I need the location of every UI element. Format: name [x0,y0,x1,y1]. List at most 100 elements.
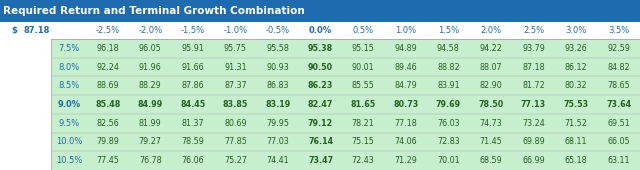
Text: 80.32: 80.32 [565,81,588,90]
FancyBboxPatch shape [51,76,640,95]
Text: 85.48: 85.48 [95,100,120,109]
Text: 90.01: 90.01 [352,63,374,72]
FancyBboxPatch shape [51,58,640,76]
FancyBboxPatch shape [51,133,640,151]
Text: Required Return and Terminal Growth Combination: Required Return and Terminal Growth Comb… [3,6,305,16]
Text: 3.5%: 3.5% [608,26,629,35]
Text: 1.0%: 1.0% [396,26,417,35]
Text: 77.45: 77.45 [96,156,119,165]
Text: 91.31: 91.31 [224,63,247,72]
Text: 8.5%: 8.5% [58,81,79,90]
Text: 69.89: 69.89 [522,138,545,146]
Text: 94.58: 94.58 [437,44,460,53]
Text: 81.65: 81.65 [351,100,376,109]
Text: -0.5%: -0.5% [266,26,290,35]
Text: 92.24: 92.24 [96,63,119,72]
FancyBboxPatch shape [51,114,640,133]
Text: 82.56: 82.56 [96,119,119,128]
Text: 2.5%: 2.5% [523,26,544,35]
Text: 73.64: 73.64 [606,100,631,109]
Text: -2.5%: -2.5% [95,26,120,35]
Text: 95.15: 95.15 [352,44,374,53]
Text: 95.75: 95.75 [224,44,247,53]
Text: 72.43: 72.43 [352,156,374,165]
Text: 96.05: 96.05 [139,44,162,53]
Text: 0.0%: 0.0% [309,26,332,35]
Text: 91.66: 91.66 [182,63,204,72]
Text: 2.0%: 2.0% [481,26,502,35]
Text: 93.26: 93.26 [564,44,588,53]
Text: 88.69: 88.69 [97,81,119,90]
Text: 9.5%: 9.5% [58,119,79,128]
Text: 75.15: 75.15 [352,138,374,146]
Text: 88.07: 88.07 [479,63,502,72]
Text: 84.79: 84.79 [394,81,417,90]
Text: 75.27: 75.27 [224,156,247,165]
Text: 76.78: 76.78 [139,156,162,165]
Text: 77.13: 77.13 [521,100,546,109]
Text: 71.45: 71.45 [479,138,502,146]
Text: 77.85: 77.85 [224,138,247,146]
Text: 79.27: 79.27 [139,138,162,146]
Text: 78.65: 78.65 [607,81,630,90]
Text: 0.5%: 0.5% [353,26,374,35]
FancyBboxPatch shape [51,39,640,58]
FancyBboxPatch shape [51,95,640,114]
Text: 68.59: 68.59 [479,156,502,165]
Text: 95.58: 95.58 [267,44,289,53]
Text: 84.82: 84.82 [607,63,630,72]
Text: 80.69: 80.69 [224,119,247,128]
Text: 63.11: 63.11 [607,156,630,165]
Text: 9.0%: 9.0% [57,100,81,109]
Text: 8.0%: 8.0% [58,63,79,72]
Text: 87.37: 87.37 [224,81,247,90]
Text: 94.22: 94.22 [479,44,502,53]
Text: $: $ [12,26,17,35]
FancyBboxPatch shape [0,0,640,22]
Text: 88.82: 88.82 [437,63,460,72]
Text: 78.59: 78.59 [181,138,204,146]
Text: 85.55: 85.55 [352,81,374,90]
Text: 95.38: 95.38 [308,44,333,53]
Text: 70.01: 70.01 [437,156,460,165]
Text: 86.23: 86.23 [308,81,333,90]
Text: 96.18: 96.18 [97,44,119,53]
Text: 71.29: 71.29 [394,156,417,165]
Text: 74.06: 74.06 [394,138,417,146]
Text: 76.06: 76.06 [182,156,204,165]
Text: 82.47: 82.47 [308,100,333,109]
Text: 87.18: 87.18 [522,63,545,72]
Text: 86.12: 86.12 [565,63,588,72]
FancyBboxPatch shape [51,151,640,170]
Text: 7.5%: 7.5% [58,44,79,53]
Text: 10.5%: 10.5% [56,156,82,165]
Text: 75.53: 75.53 [564,100,589,109]
Text: 94.89: 94.89 [394,44,417,53]
Text: 79.89: 79.89 [96,138,119,146]
Text: 71.52: 71.52 [564,119,588,128]
Text: 83.19: 83.19 [266,100,291,109]
Text: 95.91: 95.91 [181,44,204,53]
Text: 91.96: 91.96 [139,63,162,72]
Text: 90.50: 90.50 [308,63,333,72]
Text: 81.72: 81.72 [522,81,545,90]
Text: 77.03: 77.03 [267,138,289,146]
Text: 84.99: 84.99 [138,100,163,109]
Text: 1.5%: 1.5% [438,26,459,35]
Text: 84.45: 84.45 [180,100,205,109]
Text: 69.51: 69.51 [607,119,630,128]
Text: 81.99: 81.99 [139,119,162,128]
Text: 79.69: 79.69 [436,100,461,109]
Text: -1.0%: -1.0% [223,26,248,35]
Text: 81.37: 81.37 [182,119,204,128]
Text: 76.14: 76.14 [308,138,333,146]
Text: 73.47: 73.47 [308,156,333,165]
FancyBboxPatch shape [0,22,640,39]
Text: -2.0%: -2.0% [138,26,163,35]
Text: 66.05: 66.05 [607,138,630,146]
Text: 66.99: 66.99 [522,156,545,165]
Text: 74.73: 74.73 [479,119,502,128]
Text: -1.5%: -1.5% [180,26,205,35]
Text: 80.73: 80.73 [393,100,419,109]
Text: 79.12: 79.12 [308,119,333,128]
